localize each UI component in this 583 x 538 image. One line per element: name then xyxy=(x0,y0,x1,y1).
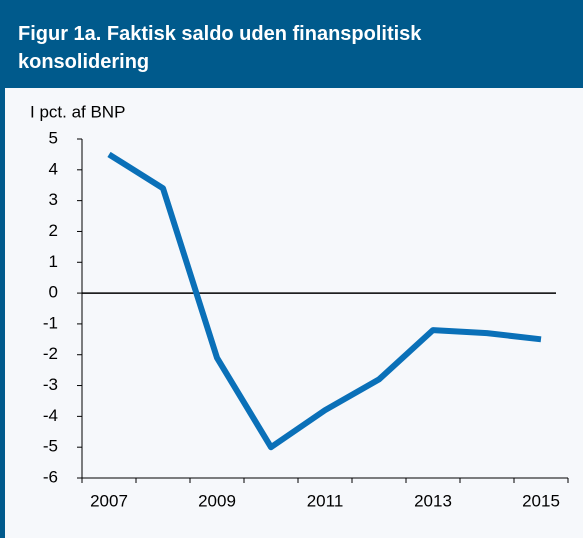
y-tick-label: -5 xyxy=(43,437,58,456)
y-axis-label: I pct. af BNP xyxy=(30,102,125,121)
header xyxy=(0,0,583,88)
y-tick-label: -3 xyxy=(43,375,58,394)
data-line xyxy=(107,151,542,451)
y-tick-label: 4 xyxy=(49,159,58,178)
x-tick-label: 2011 xyxy=(307,491,344,510)
y-tick-label: -2 xyxy=(43,344,58,363)
y-tick-label: 3 xyxy=(49,190,58,209)
x-tick-label: 2015 xyxy=(522,491,560,510)
x-tick-label: 2009 xyxy=(198,491,236,510)
chart-title: Figur 1a. Faktisk saldo uden finanspolit… xyxy=(18,23,422,73)
y-tick-label: -4 xyxy=(43,406,58,425)
y-tick-label: -6 xyxy=(43,467,58,486)
y-tick-label: 0 xyxy=(49,283,58,302)
y-tick-label: -1 xyxy=(43,313,58,332)
x-tick-label: 2013 xyxy=(414,491,452,510)
x-tick-label: 2007 xyxy=(90,491,128,510)
y-tick-label: 5 xyxy=(49,128,58,147)
y-tick-label: 2 xyxy=(49,221,58,240)
left-border xyxy=(0,88,5,538)
y-tick-label: 1 xyxy=(49,252,58,271)
